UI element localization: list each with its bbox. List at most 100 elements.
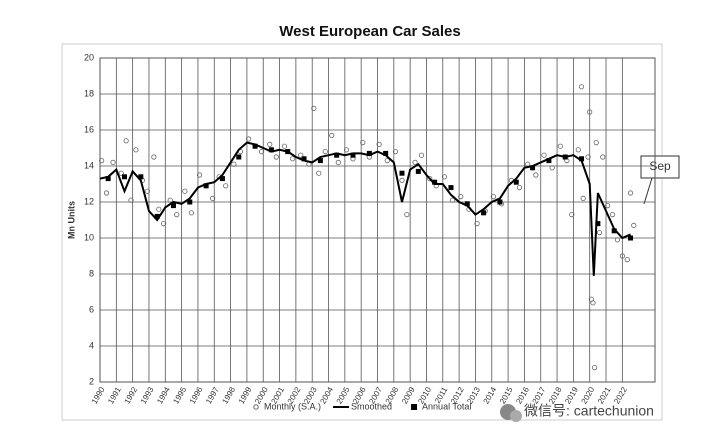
monthly-point bbox=[245, 136, 252, 142]
annual-point bbox=[399, 170, 405, 176]
annual-point bbox=[448, 185, 454, 191]
chart-frame bbox=[61, 43, 663, 421]
monthly-point bbox=[593, 140, 599, 146]
monthly-point bbox=[609, 212, 616, 218]
y-tick-label: 6 bbox=[89, 304, 94, 314]
monthly-point bbox=[259, 149, 265, 155]
legend-label: Monthly (S.A.) bbox=[264, 401, 321, 411]
annual-point bbox=[628, 235, 634, 241]
annual-point bbox=[481, 210, 487, 216]
monthly-point bbox=[533, 172, 539, 178]
monthly-point bbox=[281, 143, 288, 149]
annual-point bbox=[301, 156, 307, 162]
annual-point bbox=[105, 176, 111, 182]
monthly-point bbox=[569, 212, 575, 218]
monthly-point bbox=[123, 138, 129, 144]
monthly-point bbox=[329, 132, 335, 138]
monthly-point bbox=[412, 159, 418, 165]
annual-point bbox=[285, 149, 291, 155]
monthly-point bbox=[490, 194, 496, 200]
monthly-point bbox=[210, 195, 216, 201]
monthly-point bbox=[322, 149, 328, 155]
annual-point bbox=[415, 168, 421, 174]
monthly-point bbox=[614, 237, 621, 243]
monthly-point bbox=[156, 206, 162, 212]
annual-point bbox=[497, 199, 503, 205]
monthly-point bbox=[624, 256, 630, 263]
x-tick-label: 2009 bbox=[400, 385, 417, 405]
monthly-point bbox=[161, 221, 167, 227]
x-tick-label: 2005 bbox=[335, 385, 352, 405]
annual-point bbox=[154, 213, 160, 219]
annual-point bbox=[546, 158, 552, 164]
monthly-point bbox=[587, 109, 593, 115]
annual-point bbox=[170, 203, 176, 209]
legend-marker bbox=[253, 404, 259, 410]
x-tick-label: 1995 bbox=[171, 385, 188, 405]
monthly-point bbox=[196, 172, 203, 178]
x-tick-label: 1990 bbox=[90, 385, 107, 405]
monthly-point bbox=[128, 197, 134, 203]
monthly-point bbox=[449, 197, 456, 203]
annual-point bbox=[464, 201, 470, 207]
monthly-point bbox=[174, 212, 180, 218]
monthly-point bbox=[188, 210, 195, 216]
monthly-point bbox=[118, 170, 124, 176]
annual-point bbox=[138, 174, 144, 180]
monthly-point bbox=[99, 158, 105, 164]
annual-point bbox=[219, 176, 225, 182]
monthly-point bbox=[267, 141, 273, 147]
monthly-point bbox=[541, 152, 547, 158]
monthly-point bbox=[231, 161, 237, 167]
y-tick-label: 20 bbox=[84, 52, 94, 62]
legend-marker bbox=[411, 404, 418, 410]
monthly-point bbox=[392, 149, 399, 155]
monthly-point bbox=[167, 197, 173, 203]
x-tick-label: 1999 bbox=[237, 385, 254, 405]
monthly-point bbox=[418, 152, 425, 158]
monthly-point bbox=[335, 159, 341, 165]
annual-point bbox=[317, 158, 323, 164]
monthly-point bbox=[144, 188, 150, 194]
annual-point bbox=[236, 154, 242, 160]
annual-point bbox=[579, 156, 585, 162]
monthly-point bbox=[427, 176, 433, 182]
monthly-point bbox=[133, 147, 139, 153]
monthly-point bbox=[474, 221, 480, 227]
y-tick-label: 18 bbox=[84, 88, 94, 98]
monthly-point bbox=[631, 222, 637, 228]
annual-point bbox=[611, 228, 617, 234]
x-tick-label: 1998 bbox=[220, 385, 237, 405]
monthly-point bbox=[516, 185, 523, 191]
monthly-point bbox=[273, 154, 279, 160]
monthly-point bbox=[585, 154, 591, 160]
y-tick-label: 2 bbox=[89, 376, 94, 386]
annual-point bbox=[334, 152, 340, 158]
annotation-box bbox=[640, 155, 680, 179]
y-tick-label: 12 bbox=[84, 196, 94, 206]
monthly-point bbox=[605, 203, 611, 209]
watermark-icon bbox=[500, 404, 522, 422]
annual-point bbox=[595, 221, 601, 227]
x-tick-label: 1992 bbox=[123, 385, 140, 405]
monthly-point bbox=[627, 190, 634, 196]
watermark: 微信号: cartechunion bbox=[524, 403, 654, 419]
monthly-point bbox=[458, 194, 464, 200]
monthly-point bbox=[600, 154, 606, 160]
annual-point bbox=[383, 150, 389, 156]
annual-point bbox=[562, 154, 568, 160]
monthly-point bbox=[311, 105, 317, 112]
monthly-point bbox=[182, 188, 188, 194]
monthly-point bbox=[298, 152, 304, 158]
monthly-point bbox=[376, 141, 382, 147]
monthly-point bbox=[549, 165, 555, 171]
annual-point bbox=[513, 179, 519, 185]
x-tick-label: 1993 bbox=[139, 385, 156, 405]
y-tick-label: 4 bbox=[89, 340, 94, 350]
y-tick-label: 8 bbox=[89, 268, 94, 278]
monthly-point bbox=[575, 147, 581, 153]
annual-point bbox=[530, 165, 536, 171]
x-tick-label: 2014 bbox=[482, 385, 499, 405]
x-tick-label: 1996 bbox=[188, 385, 205, 405]
